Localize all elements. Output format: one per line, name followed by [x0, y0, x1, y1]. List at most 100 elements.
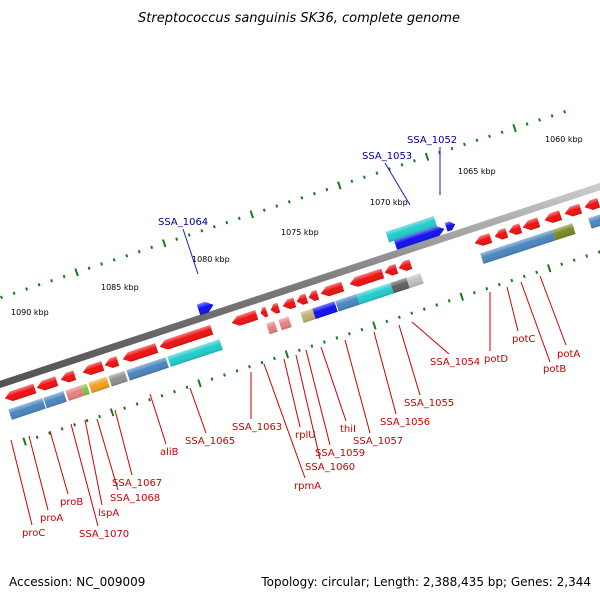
leader-thiI	[320, 346, 347, 422]
gene-ssa1053-block	[385, 216, 438, 243]
gene-label-ssa1059[interactable]: SSA_1059	[315, 448, 365, 459]
gene-ssa1052-arrow-shade	[393, 226, 445, 250]
gene-band-12-shade	[335, 294, 360, 312]
scale-tick	[100, 262, 104, 266]
gene-band-2-shade	[65, 385, 84, 401]
gene-band-18	[552, 223, 576, 241]
lower-track-tick	[297, 348, 301, 352]
gene-band-9-shade	[278, 316, 292, 331]
gene-band-4-shade	[88, 376, 110, 394]
lower-track-tick	[223, 373, 226, 377]
gene-reverse-11	[296, 293, 309, 305]
gene-reverse-13-shade	[320, 281, 345, 297]
gene-ssa1064-arrow	[196, 301, 214, 316]
gene-label-ssa1068[interactable]: SSA_1068	[110, 493, 160, 504]
gene-label-ssa1060[interactable]: SSA_1060	[305, 462, 355, 473]
gene-band-4	[88, 376, 110, 394]
scale-tick	[150, 245, 154, 250]
scale-label-1090: 1090 kbp	[11, 308, 49, 317]
scale-tick	[87, 266, 91, 270]
gene-label-ssa1054[interactable]: SSA_1054	[430, 357, 480, 368]
gene-label-ssa1053[interactable]: SSA_1053	[362, 151, 412, 162]
gene-label-aliB[interactable]: aliB	[160, 447, 179, 458]
gene-band-17-shade	[516, 229, 556, 253]
gene-label-potC[interactable]: potC	[512, 334, 535, 345]
gene-label-ssa1052[interactable]: SSA_1052	[407, 135, 457, 146]
gene-label-potB[interactable]: potB	[543, 364, 566, 375]
scale-tick	[200, 229, 204, 233]
gene-label-ssa1056[interactable]: SSA_1056	[380, 417, 430, 428]
gene-label-rpmA[interactable]: rpmA	[294, 481, 321, 492]
leader-ssa1065	[189, 387, 207, 434]
lower-track-tick	[397, 315, 401, 320]
gene-band-5	[108, 370, 128, 387]
gene-label-ssa1055[interactable]: SSA_1055	[404, 398, 454, 409]
gene-small-blue-shade	[444, 221, 456, 232]
gene-band-3	[80, 383, 90, 396]
gene-band-10	[300, 308, 316, 323]
gene-label-proC[interactable]: proC	[22, 528, 45, 539]
scale-tick	[249, 210, 255, 219]
lower-track-tick	[410, 311, 414, 315]
lower-track-tick	[123, 406, 127, 410]
gene-band-18-shade	[552, 223, 576, 241]
gene-label-ssa1064[interactable]: SSA_1064	[158, 217, 208, 228]
scale-label-1075: 1075 kbp	[281, 228, 319, 237]
lower-track-tick	[347, 332, 351, 336]
gene-band-1-shade	[43, 391, 67, 409]
lower-track-tick	[85, 418, 89, 423]
lower-track-tick	[459, 292, 464, 301]
lower-track-tick	[73, 423, 77, 427]
gene-reverse-6	[159, 324, 214, 350]
gene-label-proA[interactable]: proA	[40, 513, 63, 524]
gene-label-ssa1063[interactable]: SSA_1063	[232, 422, 282, 433]
scale-tick	[463, 142, 466, 147]
top-gene-labels: SSA_1052 SSA_1053 SSA_1064	[158, 135, 457, 228]
gene-reverse-20	[522, 217, 541, 231]
leader-aliB	[149, 393, 167, 445]
gene-reverse-1-shade	[36, 376, 59, 391]
leader-rplU	[283, 358, 301, 428]
gene-band-8-shade	[266, 321, 278, 335]
gene-label-thiI[interactable]: thiI	[340, 424, 356, 435]
gene-features	[4, 197, 600, 420]
gene-label-proB[interactable]: proB	[60, 497, 83, 508]
lower-track-tick	[447, 299, 451, 303]
gene-reverse-12-shade	[308, 289, 320, 301]
scale-tick	[362, 175, 366, 179]
gene-label-ssa1057[interactable]: SSA_1057	[353, 436, 403, 447]
lower-track-tick	[109, 408, 115, 417]
gene-reverse-2	[60, 370, 77, 383]
gene-band-11	[312, 301, 338, 320]
gene-band-10-shade	[300, 308, 316, 323]
scale-tick	[187, 233, 191, 237]
gene-label-lspA[interactable]: lspA	[98, 508, 119, 519]
gene-band-6	[126, 357, 169, 381]
gene-reverse-0	[4, 383, 37, 402]
gene-label-ssa1070[interactable]: SSA_1070	[79, 529, 129, 540]
gene-band-11-shade	[312, 301, 338, 320]
genome-summary-text: Topology: circular; Length: 2,388,435 bp…	[260, 575, 591, 589]
gene-band-17	[516, 229, 556, 253]
gene-reverse-14-shade	[349, 268, 385, 287]
scale-tick	[550, 114, 554, 118]
gene-reverse-21	[544, 210, 563, 223]
scale-tick	[25, 287, 29, 291]
scale-tick	[50, 278, 54, 283]
scale-tick	[262, 208, 266, 212]
gene-label-ssa1065[interactable]: SSA_1065	[185, 436, 235, 447]
gene-reverse-5	[122, 343, 159, 362]
gene-reverse-21-shade	[544, 210, 563, 223]
gene-label-potA[interactable]: potA	[557, 349, 580, 360]
gene-label-potD[interactable]: potD	[484, 354, 508, 365]
leader-ssa1070	[70, 423, 99, 527]
gene-label-rplU[interactable]: rplU	[295, 430, 316, 441]
lower-track-tick	[472, 290, 476, 295]
leader-proA	[28, 435, 49, 511]
gene-reverse-9	[270, 302, 281, 314]
lower-track-tick	[510, 278, 514, 283]
scale-tick	[287, 200, 291, 204]
leader-proB	[49, 430, 69, 495]
gene-label-ssa1067[interactable]: SSA_1067	[112, 478, 162, 489]
gene-band-15	[406, 273, 424, 289]
